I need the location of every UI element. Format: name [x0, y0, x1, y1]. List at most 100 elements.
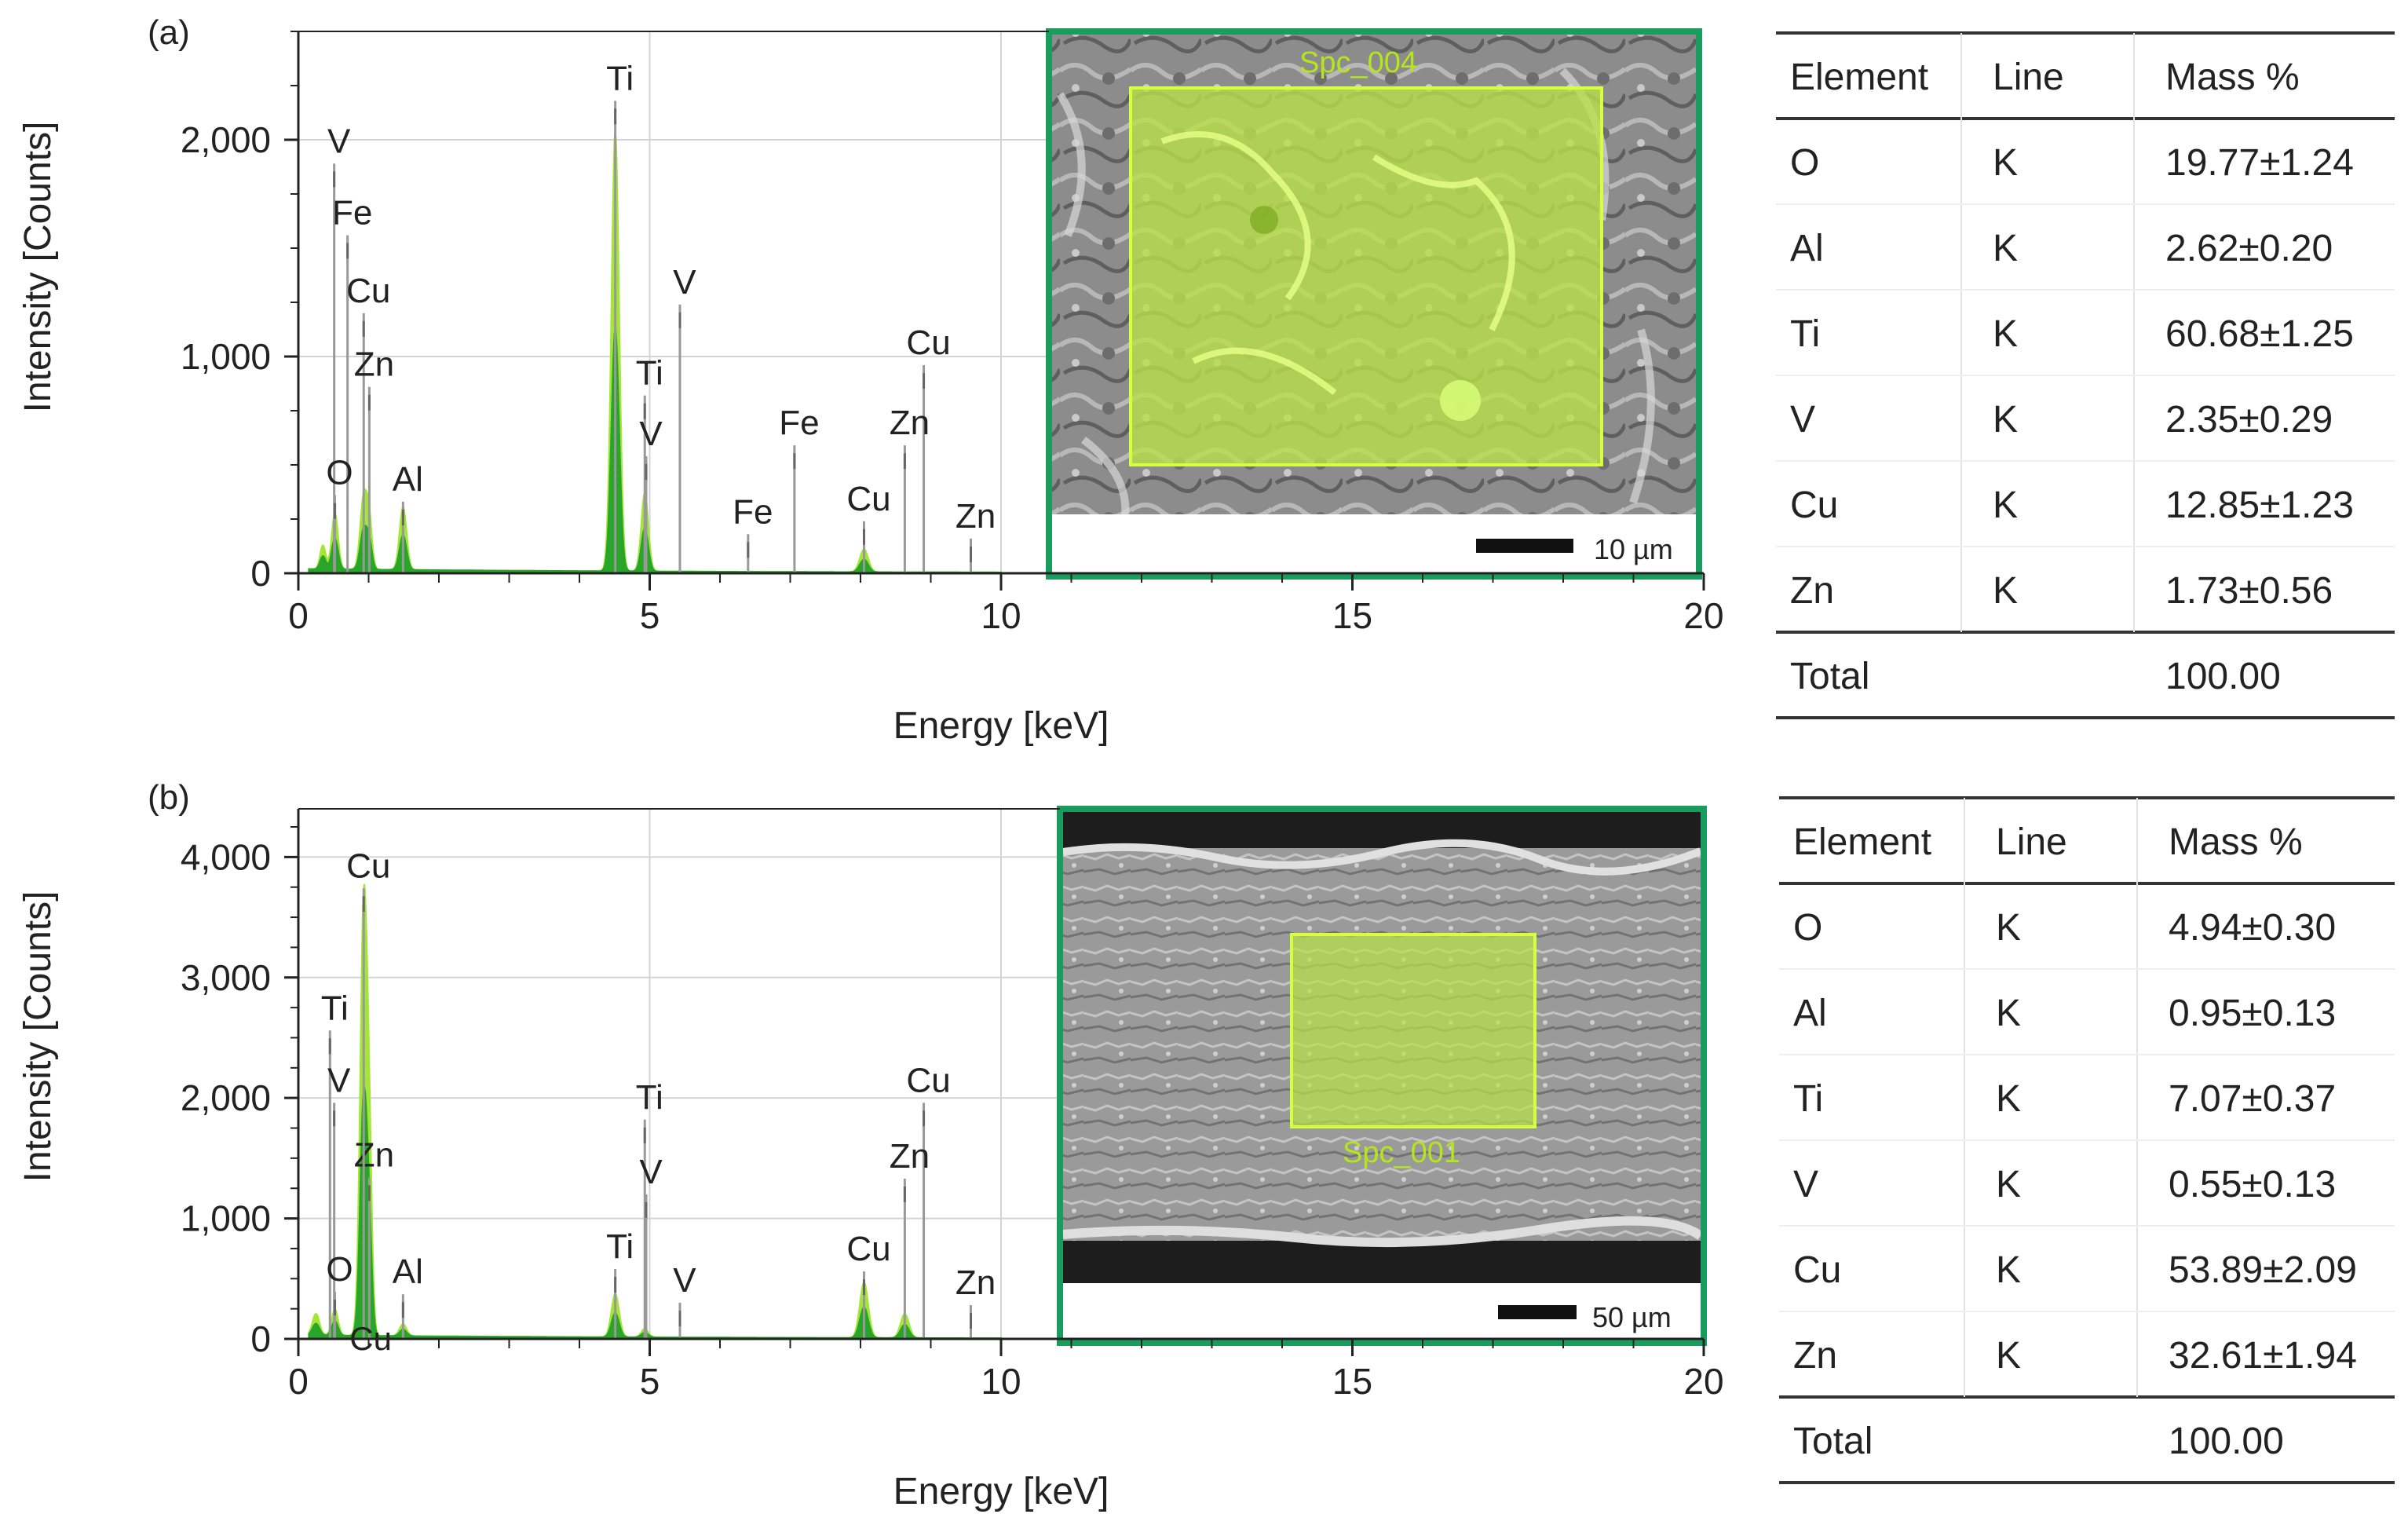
- table-cell: 1.73±0.56: [2165, 570, 2333, 612]
- table-cell: K: [1993, 142, 2018, 184]
- peak-label: Zn: [354, 346, 394, 384]
- peak-label: Fe: [779, 404, 819, 442]
- table-cell: Ti: [1790, 313, 1820, 355]
- table-cell: 32.61±1.94: [2169, 1335, 2357, 1377]
- peak-label: Cu: [346, 847, 390, 885]
- composition-table-b: Element Line Mass % O K 4.94±0.30 Al K 0.95±0.13…: [1779, 796, 2395, 1484]
- table-cell: K: [1996, 907, 2021, 949]
- y-tick-label: 0: [250, 553, 271, 594]
- peak-label: Zn: [354, 1136, 394, 1174]
- y-tick-label: 2,000: [181, 1077, 271, 1118]
- table-cell: Zn: [1790, 570, 1834, 612]
- table-cell: 4.94±0.30: [2169, 907, 2336, 949]
- grid-lines: [298, 809, 1060, 1339]
- table-cell: 53.89±2.09: [2169, 1249, 2357, 1291]
- table-cell: 19.77±1.24: [2165, 142, 2354, 184]
- sem-inset: Spc_004 10 µm: [1046, 28, 1702, 580]
- peak-label: V: [673, 263, 696, 302]
- peak-label: Ti: [636, 1078, 663, 1117]
- peak-label: Cu: [846, 480, 890, 518]
- sem-inset: Spc_001 50 µm: [1057, 806, 1707, 1346]
- y-tick-label: 3,000: [181, 957, 271, 998]
- y-axis-title: Intensity [Counts]: [17, 891, 59, 1183]
- x-tick-label: 15: [1332, 1361, 1372, 1402]
- table-cell: K: [1993, 313, 2018, 355]
- table-cell: K: [1993, 485, 2018, 526]
- sem-texture: [1056, 68, 1655, 552]
- panel-label: (a): [148, 13, 190, 52]
- peak-label: Fe: [733, 492, 773, 531]
- peak-label: V: [639, 415, 663, 453]
- peak-label: O: [326, 1250, 353, 1289]
- region-label: Spc_004: [1299, 46, 1417, 79]
- table-total-cell: Total: [1793, 1421, 1873, 1462]
- peak-label: Ti: [606, 1227, 634, 1266]
- x-tick-label: 5: [640, 1361, 660, 1402]
- axes-ticks: 0 5 10 15 20 0 1,000 2,000 3,000 4,000: [181, 826, 1724, 1402]
- table-cell: Zn: [1793, 1335, 1837, 1377]
- table-header-cell: Line: [1993, 57, 2064, 98]
- table-cell: Cu: [1793, 1249, 1841, 1291]
- table-total-cell: Total: [1790, 656, 1869, 697]
- x-tick-label: 15: [1332, 595, 1372, 636]
- peak-label: Zn: [890, 404, 930, 442]
- peak-label: Cu: [346, 272, 390, 310]
- y-tick-label: 1,000: [181, 1198, 271, 1239]
- scale-bar: [1498, 1305, 1577, 1319]
- sem-bottom-background: [1063, 1241, 1701, 1283]
- inset-border: [1046, 28, 1702, 580]
- table-cell: 0.55±0.13: [2169, 1164, 2336, 1205]
- table-cell: 0.95±0.13: [2169, 993, 2336, 1034]
- table-cell: K: [1996, 1164, 2021, 1205]
- inset-border: [1057, 806, 1707, 1346]
- table-cell: Al: [1790, 228, 1824, 269]
- table-total-cell: 100.00: [2169, 1421, 2284, 1462]
- table-header-cell: Element: [1793, 821, 1931, 863]
- peak-label: O: [326, 454, 353, 492]
- y-tick-label: 0: [250, 1318, 271, 1359]
- y-tick-label: 1,000: [181, 336, 271, 377]
- peak-label: Ti: [636, 354, 663, 393]
- x-tick-label: 0: [288, 595, 309, 636]
- table-cell: V: [1793, 1164, 1818, 1205]
- region-label: Spc_001: [1343, 1136, 1460, 1169]
- y-tick-label: 4,000: [181, 836, 271, 877]
- peak-label: Cu: [906, 1061, 950, 1099]
- table-cell: O: [1793, 907, 1822, 949]
- x-tick-label: 10: [981, 1361, 1021, 1402]
- peak-label: Zn: [890, 1137, 930, 1176]
- peak-label: Ti: [321, 989, 349, 1027]
- x-tick-label: 20: [1683, 1361, 1723, 1402]
- composition-table-a: Element Line Mass % O K 19.77±1.24 Al K 2.62±0.2…: [1776, 31, 2395, 719]
- table-cell: 60.68±1.25: [2165, 313, 2354, 355]
- panel-label: (b): [148, 778, 190, 817]
- y-tick-label: 2,000: [181, 119, 271, 160]
- table-header-cell: Line: [1996, 821, 2067, 863]
- table-cell: K: [1996, 1078, 2021, 1120]
- table-cell: V: [1790, 399, 1815, 441]
- table-cell: 12.85±1.23: [2165, 485, 2354, 526]
- table-total-cell: 100.00: [2165, 656, 2281, 697]
- x-tick-label: 20: [1683, 595, 1723, 636]
- table-cell: K: [1993, 570, 2018, 612]
- x-tick-label: 0: [288, 1361, 309, 1402]
- scale-bar-backdrop: [1052, 514, 1696, 573]
- x-tick-label: 10: [981, 595, 1021, 636]
- scale-bar-backdrop: [1063, 1283, 1701, 1340]
- table-cell: Al: [1793, 993, 1827, 1034]
- grid-lines: [298, 31, 1049, 573]
- table-cell: 2.35±0.29: [2165, 399, 2333, 441]
- table-cell: Cu: [1790, 485, 1838, 526]
- sem-edge: [1062, 1216, 1704, 1248]
- x-axis-title: Energy [keV]: [893, 1471, 1109, 1512]
- peak-label: Al: [393, 460, 423, 499]
- table-cell: O: [1790, 142, 1819, 184]
- table-cell: K: [1996, 1335, 2021, 1377]
- peak-label: V: [673, 1261, 696, 1300]
- region-particle: [1250, 206, 1278, 234]
- analysis-region: [1290, 933, 1537, 1128]
- table-cell: K: [1996, 1249, 2021, 1291]
